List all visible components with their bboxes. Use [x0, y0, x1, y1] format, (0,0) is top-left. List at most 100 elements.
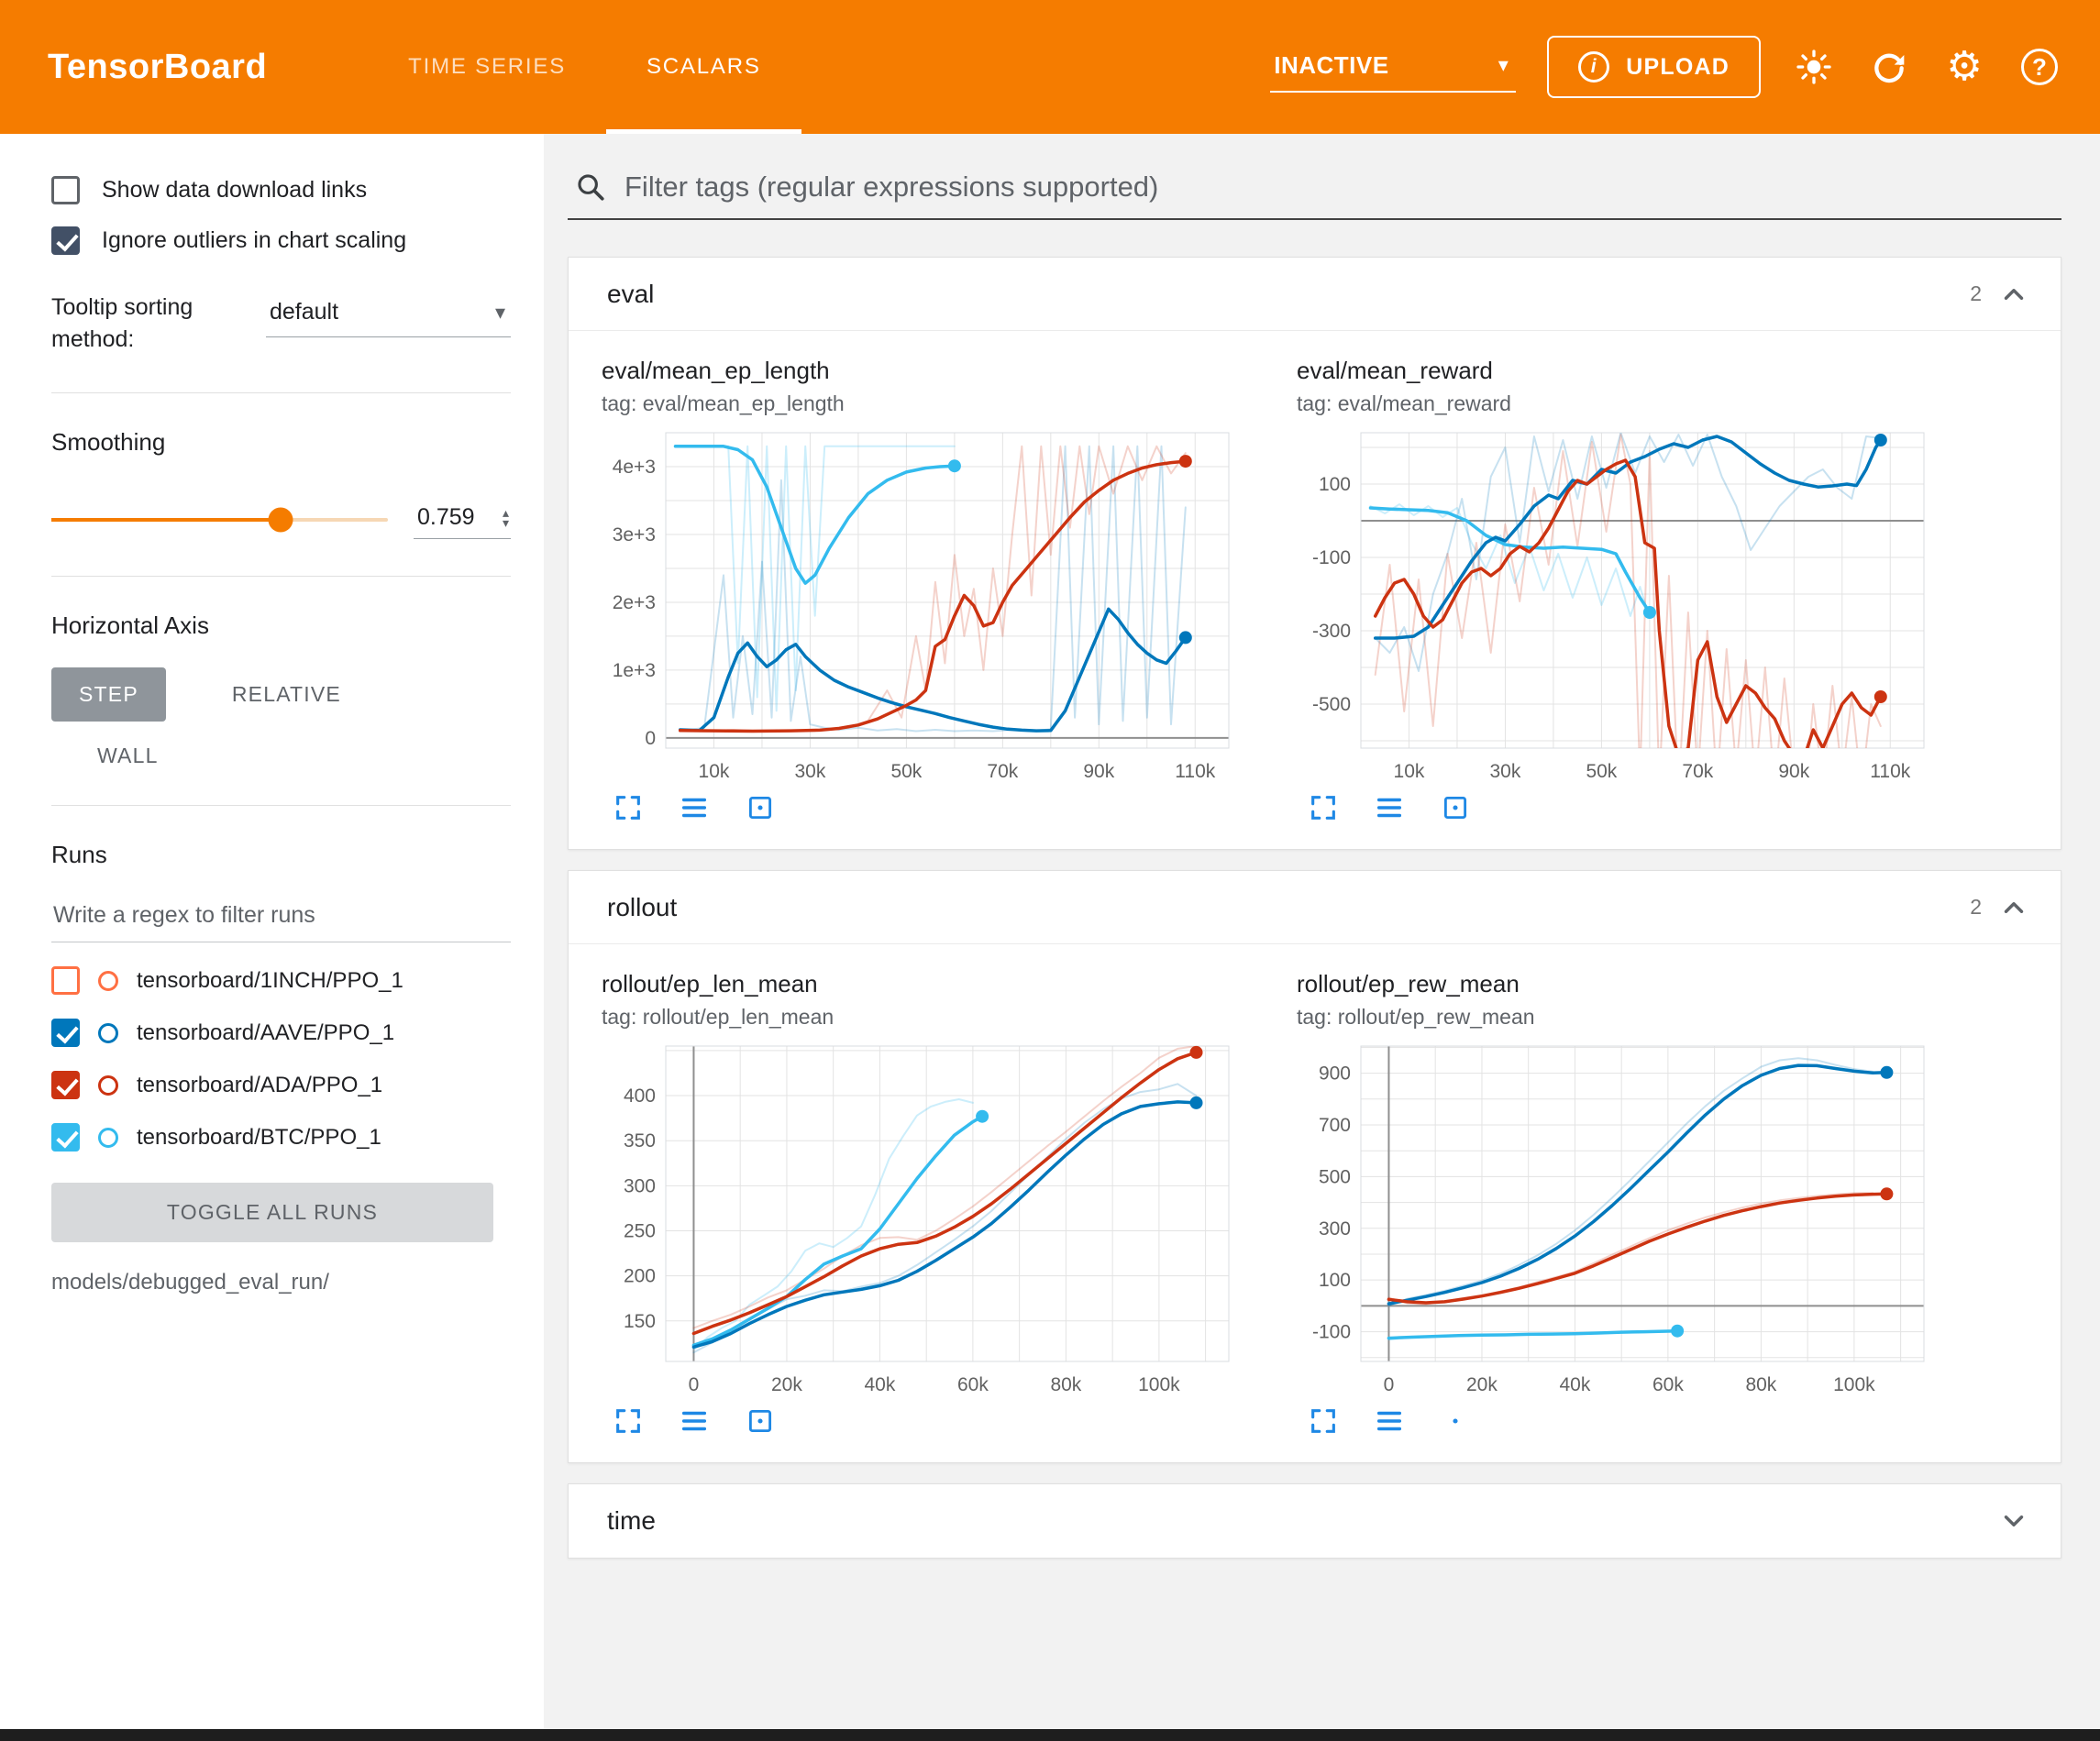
svg-text:110k: 110k: [1870, 761, 1910, 782]
run-checkbox[interactable]: [51, 1071, 80, 1099]
data-table-icon[interactable]: [1374, 792, 1407, 825]
chart-tag: tag: eval/mean_reward: [1297, 391, 1511, 415]
svg-text:-300: -300: [1312, 621, 1351, 642]
filter-tags-input[interactable]: [624, 171, 2054, 204]
settings-icon[interactable]: ⚙: [1946, 44, 1983, 89]
svg-text:80k: 80k: [1745, 1374, 1776, 1395]
svg-text:-100: -100: [1312, 1322, 1351, 1343]
charts-row: eval/mean_ep_length tag: eval/mean_ep_le…: [569, 331, 2061, 849]
eval-mean-reward-plot[interactable]: 10k 30k 50k 70k 90k 110k 100 -100 -300 -500: [1297, 424, 1939, 790]
chart-title: eval/mean_reward: [1297, 357, 1493, 384]
svg-text:3e+3: 3e+3: [613, 524, 656, 545]
svg-text:30k: 30k: [795, 761, 826, 782]
run-row-aave[interactable]: tensorboard/AAVE/PPO_1: [51, 1019, 511, 1047]
run-label: tensorboard/BTC/PPO_1: [137, 1124, 381, 1150]
chart-title: rollout/ep_len_mean: [602, 970, 818, 997]
svg-text:10k: 10k: [1394, 761, 1425, 782]
ignore-outliers-checkbox[interactable]: [51, 226, 80, 255]
expand-chart-icon[interactable]: [1308, 792, 1341, 825]
toggle-all-runs-button[interactable]: TOGGLE ALL RUNS: [51, 1183, 493, 1242]
upload-button[interactable]: i UPLOAD: [1547, 36, 1761, 98]
fit-domain-icon[interactable]: [1440, 1405, 1473, 1438]
data-table-icon[interactable]: [1374, 1405, 1407, 1438]
svg-text:70k: 70k: [987, 761, 1018, 782]
rollout-ep-len-mean-plot[interactable]: 0 20k 40k 60k 80k 100k 150 200 250 300 350 400: [602, 1037, 1243, 1404]
svg-text:-100: -100: [1312, 547, 1351, 568]
show-download-links-checkbox[interactable]: [51, 176, 80, 204]
svg-text:100: 100: [1319, 474, 1351, 495]
card-header-rollout[interactable]: rollout 2: [569, 871, 2061, 944]
divider: [51, 392, 511, 393]
chart-tag: tag: eval/mean_ep_length: [602, 391, 845, 415]
card-title: time: [607, 1506, 656, 1535]
svg-text:900: 900: [1319, 1063, 1351, 1085]
rollout-ep-rew-mean-plot[interactable]: 0 20k 40k 60k 80k 100k -100 100 300 500 700 900: [1297, 1037, 1939, 1404]
chart-tag: tag: rollout/ep_len_mean: [602, 1005, 834, 1029]
fit-domain-icon[interactable]: [745, 1405, 778, 1438]
smoothing-slider[interactable]: [51, 507, 388, 533]
axis-relative-button[interactable]: RELATIVE: [231, 682, 341, 706]
svg-text:0: 0: [645, 728, 656, 749]
svg-text:30k: 30k: [1490, 761, 1521, 782]
tooltip-sorting-select[interactable]: default ▾: [266, 292, 511, 337]
fit-domain-icon[interactable]: [1440, 792, 1473, 825]
run-row-1inch[interactable]: tensorboard/1INCH/PPO_1: [51, 966, 511, 995]
brightness-icon[interactable]: [1792, 45, 1836, 89]
help-icon[interactable]: ?: [2017, 45, 2061, 89]
next-card-edge: [0, 1729, 2100, 1741]
svg-text:100k: 100k: [1833, 1374, 1875, 1395]
section-card-rollout: rollout 2 rollout/ep_len_mean tag: rollo…: [568, 870, 2061, 1463]
run-checkbox[interactable]: [51, 1019, 80, 1047]
chart-title: eval/mean_ep_length: [602, 357, 830, 384]
fit-domain-icon[interactable]: [745, 792, 778, 825]
run-checkbox[interactable]: [51, 966, 80, 995]
svg-text:200: 200: [624, 1266, 656, 1287]
ignore-outliers-option[interactable]: Ignore outliers in chart scaling: [51, 226, 511, 255]
show-download-links-option[interactable]: Show data download links: [51, 176, 511, 204]
tab-time-series[interactable]: TIME SERIES: [408, 54, 566, 79]
card-count: 2: [1970, 895, 1982, 919]
chart-eval-mean-reward: eval/mean_reward tag: eval/mean_reward 1…: [1297, 357, 1939, 825]
axis-wall-button[interactable]: WALL: [97, 744, 159, 767]
data-table-icon[interactable]: [679, 792, 712, 825]
section-card-time: time: [568, 1483, 2061, 1559]
tooltip-sorting-value: default: [270, 299, 339, 325]
refresh-icon[interactable]: [1867, 45, 1911, 89]
svg-text:90k: 90k: [1083, 761, 1114, 782]
svg-text:350: 350: [624, 1130, 656, 1151]
run-row-btc[interactable]: tensorboard/BTC/PPO_1: [51, 1123, 511, 1151]
data-table-icon[interactable]: [679, 1405, 712, 1438]
chevron-down-icon[interactable]: [1998, 1505, 2029, 1537]
run-row-ada[interactable]: tensorboard/ADA/PPO_1: [51, 1071, 511, 1099]
chevron-up-icon[interactable]: [1998, 279, 2029, 310]
header-actions: INACTIVE ▾ i UPLOAD ⚙ ?: [1270, 0, 2061, 134]
tooltip-sorting-row: Tooltip sorting method: default ▾: [51, 292, 511, 356]
chevron-down-icon: ▾: [1498, 53, 1509, 76]
chevron-up-icon[interactable]: [1998, 892, 2029, 923]
run-label: tensorboard/ADA/PPO_1: [137, 1072, 383, 1097]
expand-chart-icon[interactable]: [613, 792, 646, 825]
axis-step-button[interactable]: STEP: [51, 667, 166, 722]
dashboard-main: eval 2 eval/mean_ep_length tag: eval/mea…: [544, 134, 2100, 1741]
slider-thumb[interactable]: [268, 507, 293, 533]
expand-chart-icon[interactable]: [1308, 1405, 1341, 1438]
expand-chart-icon[interactable]: [613, 1405, 646, 1438]
status-dropdown[interactable]: INACTIVE ▾: [1270, 42, 1517, 93]
svg-text:300: 300: [624, 1175, 656, 1196]
smoothing-value-field[interactable]: 0.759 ▴ ▾: [414, 501, 511, 539]
eval-mean-ep-length-plot[interactable]: 10k 30k 50k 70k 90k 110k 0 1e+3 2e+3 3e+3 4e+3: [602, 424, 1243, 790]
runs-filter-input[interactable]: [51, 895, 511, 942]
slider-fill: [51, 518, 281, 522]
svg-text:500: 500: [1319, 1166, 1351, 1187]
chart-rollout-ep-rew-mean: rollout/ep_rew_mean tag: rollout/ep_rew_…: [1297, 970, 1939, 1438]
tab-scalars[interactable]: SCALARS: [606, 0, 801, 134]
svg-text:70k: 70k: [1682, 761, 1713, 782]
card-header-time[interactable]: time: [569, 1484, 2061, 1558]
card-header-eval[interactable]: eval 2: [569, 258, 2061, 331]
stepper-icons[interactable]: ▴ ▾: [502, 505, 509, 530]
card-title: rollout: [607, 892, 678, 921]
svg-text:1e+3: 1e+3: [613, 660, 656, 681]
charts-row: rollout/ep_len_mean tag: rollout/ep_len_…: [569, 944, 2061, 1462]
run-checkbox[interactable]: [51, 1123, 80, 1151]
svg-text:50k: 50k: [1586, 761, 1617, 782]
